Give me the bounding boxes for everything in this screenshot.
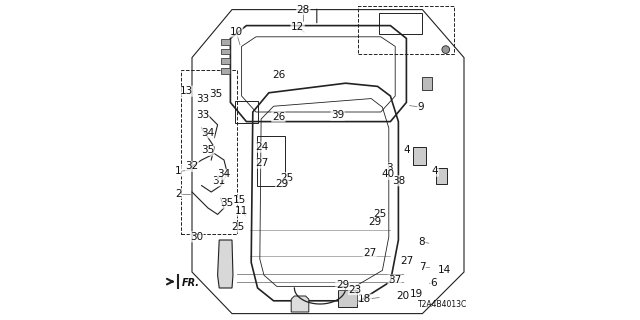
Bar: [380, 13, 422, 34]
Text: 12: 12: [291, 22, 304, 32]
Bar: [221, 39, 230, 45]
Text: 38: 38: [392, 176, 405, 186]
Text: 26: 26: [272, 70, 285, 80]
Text: 14: 14: [438, 265, 451, 276]
Bar: [221, 58, 230, 64]
Text: FR.: FR.: [182, 278, 200, 288]
Text: 3: 3: [387, 163, 393, 173]
Text: 26: 26: [272, 112, 285, 122]
Bar: [422, 77, 432, 90]
Text: 4: 4: [432, 166, 438, 176]
Text: 7: 7: [419, 262, 426, 272]
Bar: [257, 136, 285, 186]
Text: 29: 29: [336, 280, 349, 290]
Text: 4: 4: [403, 145, 410, 156]
Text: 30: 30: [190, 232, 204, 242]
Text: 15: 15: [233, 195, 246, 205]
Text: 25: 25: [280, 172, 293, 183]
Polygon shape: [338, 290, 357, 307]
Text: 13: 13: [180, 86, 193, 96]
Text: 40: 40: [381, 169, 394, 180]
Text: 33: 33: [196, 110, 209, 120]
Text: 20: 20: [397, 291, 410, 301]
Text: 11: 11: [235, 206, 248, 216]
Text: 32: 32: [186, 161, 198, 172]
Polygon shape: [218, 240, 233, 288]
Text: 34: 34: [201, 128, 214, 138]
Text: 27: 27: [363, 248, 376, 258]
Bar: [413, 147, 426, 165]
Bar: [436, 168, 447, 184]
Bar: [221, 68, 230, 74]
Text: 24: 24: [255, 142, 268, 152]
Text: 8: 8: [419, 236, 425, 247]
Text: 25: 25: [231, 222, 244, 232]
Text: 19: 19: [410, 289, 422, 300]
Text: 9: 9: [417, 102, 424, 112]
Text: 6: 6: [430, 278, 437, 288]
Text: 10: 10: [230, 27, 243, 37]
Text: 31: 31: [212, 176, 225, 186]
Text: 37: 37: [388, 275, 401, 285]
Text: T2A4B4013C: T2A4B4013C: [418, 300, 467, 309]
Text: 27: 27: [400, 256, 413, 266]
Text: 2: 2: [175, 188, 182, 199]
Bar: [221, 49, 230, 54]
Text: 18: 18: [358, 294, 371, 304]
Text: 25: 25: [374, 209, 387, 220]
Polygon shape: [291, 296, 309, 312]
Bar: [236, 101, 257, 123]
Text: 35: 35: [209, 89, 222, 100]
Text: 34: 34: [218, 169, 230, 180]
Text: 27: 27: [255, 158, 268, 168]
Text: 33: 33: [196, 94, 209, 104]
Text: 23: 23: [349, 284, 362, 295]
Text: 1: 1: [175, 166, 182, 176]
Text: 35: 35: [221, 198, 234, 208]
Text: 35: 35: [201, 145, 214, 156]
Text: 29: 29: [276, 179, 289, 189]
Text: 29: 29: [368, 217, 381, 228]
Text: 28: 28: [297, 4, 310, 15]
Circle shape: [442, 46, 449, 53]
Text: 39: 39: [331, 110, 344, 120]
